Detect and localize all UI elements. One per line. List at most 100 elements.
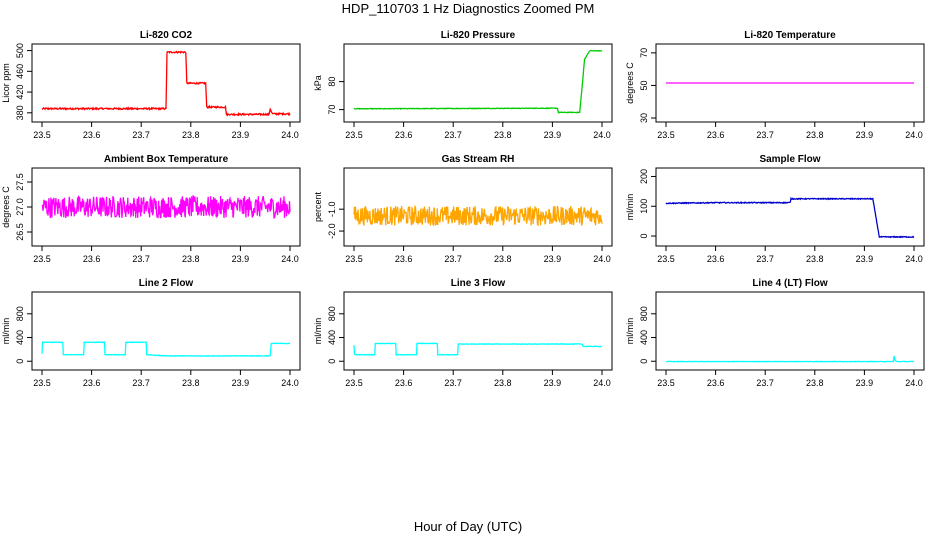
- x-tick-label: 23.8: [494, 378, 512, 388]
- panel-title: Gas Stream RH: [442, 154, 515, 165]
- x-tick-label: 23.6: [83, 130, 101, 140]
- y-tick-label: 70: [327, 105, 337, 115]
- plot-frame: [655, 43, 925, 123]
- panel-1: Li-820 CO2 Licor ppm 23.5 23.6 23.7 23.8 23.9 2…: [1, 30, 301, 140]
- plot-frame: [655, 291, 925, 371]
- x-tick-label: 24.0: [905, 254, 923, 264]
- y-tick-label: 800: [639, 306, 649, 321]
- y-axis-label: degrees C: [625, 62, 635, 104]
- panel-title: Line 3 Flow: [451, 278, 506, 289]
- y-tick-label: 420: [15, 85, 25, 100]
- y-tick-label: 30: [639, 113, 649, 123]
- series-line: [353, 49, 603, 114]
- panel-title: Li-820 Pressure: [441, 30, 516, 41]
- panel-title: Line 2 Flow: [139, 278, 194, 289]
- x-tick-label: 23.7: [756, 130, 774, 140]
- figure-xlabel: Hour of Day (UTC): [413, 519, 523, 534]
- panel-title: Ambient Box Temperature: [104, 154, 229, 165]
- series-line: [41, 194, 291, 220]
- y-tick-label: 380: [15, 105, 25, 120]
- plot-frame: [31, 43, 301, 123]
- panel-9: Line 4 (LT) Flow ml/min 23.5 23.6 23.7 23.8 23…: [625, 278, 925, 388]
- y-axis-label: ml/min: [625, 194, 635, 221]
- x-tick-label: 23.7: [132, 378, 150, 388]
- y-tick-label: 200: [639, 169, 649, 184]
- x-tick-label: 23.9: [856, 254, 874, 264]
- panel-title: Line 4 (LT) Flow: [752, 278, 828, 289]
- x-tick-label: 23.8: [806, 378, 824, 388]
- y-axis-label: degrees C: [1, 186, 11, 228]
- x-tick-label: 23.8: [182, 254, 200, 264]
- panel-6: Sample Flow ml/min 23.5 23.6 23.7 23.8 23.9 24.…: [625, 154, 925, 264]
- x-tick-label: 23.6: [707, 130, 725, 140]
- y-tick-label: 27.5: [15, 173, 25, 191]
- y-tick-label: 0: [639, 359, 649, 364]
- x-tick-label: 23.9: [856, 130, 874, 140]
- x-tick-label: 23.5: [345, 378, 363, 388]
- series-line: [666, 355, 914, 363]
- x-tick-label: 24.0: [281, 254, 299, 264]
- x-tick-label: 23.8: [182, 130, 200, 140]
- x-tick-label: 23.9: [544, 378, 562, 388]
- plot-frame: [343, 167, 613, 247]
- x-tick-label: 23.7: [444, 378, 462, 388]
- x-tick-label: 24.0: [905, 378, 923, 388]
- y-tick-label: 400: [327, 330, 337, 345]
- x-tick-label: 24.0: [281, 378, 299, 388]
- plot-frame: [343, 43, 613, 123]
- x-tick-label: 23.5: [345, 130, 363, 140]
- series-line: [353, 204, 603, 227]
- x-tick-label: 23.8: [806, 254, 824, 264]
- plot-frame: [655, 167, 925, 247]
- x-tick-label: 23.7: [444, 130, 462, 140]
- panel-3: Li-820 Temperature degrees C 23.5 23.6 23.7 2…: [625, 30, 925, 140]
- panel-title: Li-820 CO2: [140, 30, 193, 41]
- x-tick-label: 23.6: [395, 254, 413, 264]
- x-tick-label: 23.9: [544, 254, 562, 264]
- x-tick-label: 23.9: [232, 254, 250, 264]
- x-tick-label: 23.9: [232, 378, 250, 388]
- panel-title: Sample Flow: [759, 154, 820, 165]
- panel-5: Gas Stream RH percent 23.5 23.6 23.7 23.8 23.9…: [313, 154, 613, 264]
- x-tick-label: 23.9: [544, 130, 562, 140]
- x-tick-label: 23.5: [33, 254, 51, 264]
- y-axis-label: ml/min: [1, 318, 11, 345]
- x-tick-label: 23.6: [707, 378, 725, 388]
- series-line: [665, 196, 915, 239]
- x-tick-label: 23.8: [494, 130, 512, 140]
- panel-8: Line 3 Flow ml/min 23.5 23.6 23.7 23.8 23.9 24.…: [313, 278, 613, 388]
- x-tick-label: 23.5: [657, 378, 675, 388]
- plot-frame: [343, 291, 613, 371]
- panel-title: Li-820 Temperature: [744, 30, 836, 41]
- series-line: [41, 50, 291, 117]
- x-tick-label: 23.6: [83, 378, 101, 388]
- plot-frame: [31, 291, 301, 371]
- x-tick-label: 23.5: [345, 254, 363, 264]
- x-tick-label: 24.0: [593, 378, 611, 388]
- x-tick-label: 23.6: [707, 254, 725, 264]
- x-tick-label: 23.5: [657, 130, 675, 140]
- y-tick-label: 27.0: [15, 198, 25, 216]
- y-tick-label: 100: [639, 199, 649, 214]
- y-tick-label: -2.0: [327, 223, 337, 239]
- y-tick-label: 400: [15, 330, 25, 345]
- y-tick-label: 400: [639, 330, 649, 345]
- y-tick-label: 800: [327, 306, 337, 321]
- x-tick-label: 23.9: [232, 130, 250, 140]
- x-tick-label: 24.0: [905, 130, 923, 140]
- x-tick-label: 23.9: [856, 378, 874, 388]
- y-tick-label: 0: [639, 234, 649, 239]
- y-axis-label: Licor ppm: [1, 63, 11, 103]
- series-line: [41, 341, 290, 358]
- series-line: [353, 342, 603, 357]
- x-tick-label: 24.0: [593, 130, 611, 140]
- y-tick-label: 460: [15, 64, 25, 79]
- panel-7: Line 2 Flow ml/min 23.5 23.6 23.7 23.8 23.9 24.…: [1, 278, 301, 388]
- y-tick-label: 800: [15, 306, 25, 321]
- x-tick-label: 24.0: [593, 254, 611, 264]
- x-tick-label: 23.6: [83, 254, 101, 264]
- y-axis-label: ml/min: [313, 318, 323, 345]
- y-tick-label: 80: [327, 77, 337, 87]
